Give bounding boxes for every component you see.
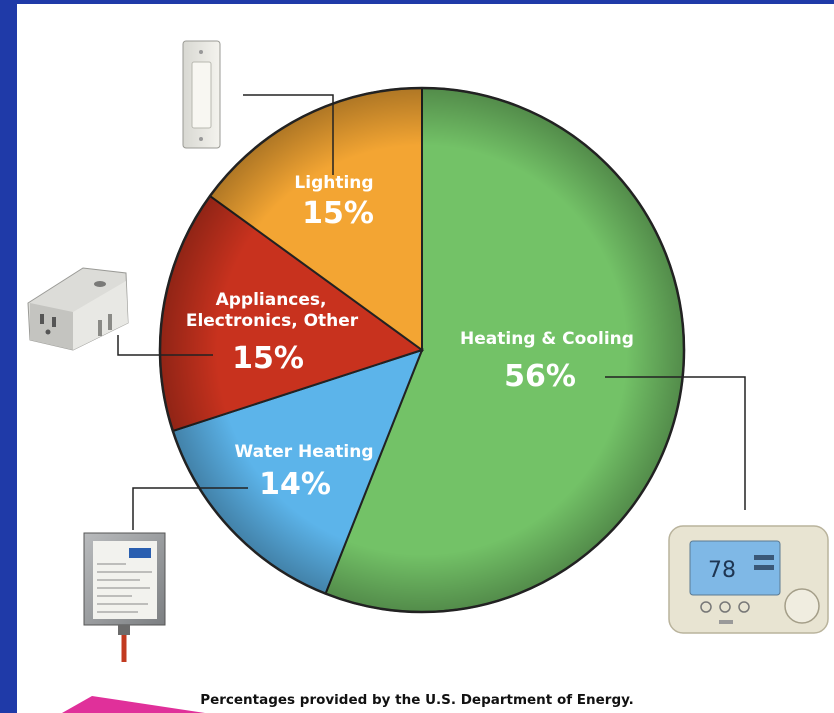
label-appliances: Appliances, Electronics, Other 15% xyxy=(186,290,359,376)
slice-label-text: Lighting xyxy=(294,173,373,193)
thermostat-display-text: 78 xyxy=(708,558,736,583)
pie-outline xyxy=(158,86,686,614)
smart-plug-icon xyxy=(27,267,129,351)
accent-bar xyxy=(62,696,205,713)
leader-line-appliances xyxy=(117,335,213,356)
water-heater-timer-icon xyxy=(83,532,166,662)
slice-label-text: Heating & Cooling xyxy=(460,329,634,349)
slice-value-text: 15% xyxy=(232,341,304,376)
slice-value-text: 14% xyxy=(259,467,331,502)
slice-label-text: Appliances, Electronics, Other xyxy=(186,290,359,331)
slice-label-text: Water Heating xyxy=(234,442,373,462)
slice-value-text: 15% xyxy=(302,196,374,231)
slice-value-text: 56% xyxy=(504,359,576,394)
light-switch-icon xyxy=(182,40,221,149)
leader-line-lighting xyxy=(243,94,334,175)
source-footnote: Percentages provided by the U.S. Departm… xyxy=(200,692,634,708)
label-lighting: Lighting 15% xyxy=(294,173,373,231)
leader-line-heating-cooling xyxy=(605,376,746,510)
label-heating-cooling: Heating & Cooling 56% xyxy=(460,329,634,394)
leader-line-water-heating xyxy=(132,487,248,530)
thermostat-icon: 78 xyxy=(668,525,829,634)
label-water-heating: Water Heating 14% xyxy=(234,442,373,502)
